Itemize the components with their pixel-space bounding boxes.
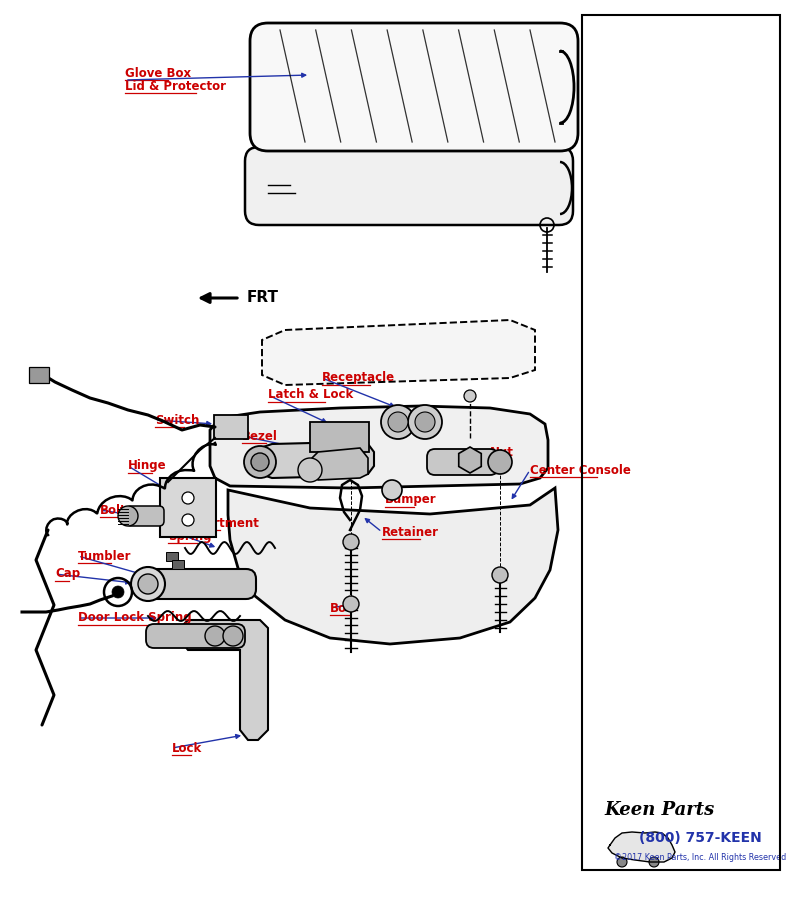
- Circle shape: [381, 405, 415, 439]
- Text: Latch & Lock: Latch & Lock: [268, 389, 354, 401]
- Circle shape: [382, 480, 402, 500]
- Text: Bolt: Bolt: [100, 503, 126, 517]
- Text: Bumper: Bumper: [385, 493, 437, 507]
- Polygon shape: [180, 620, 268, 740]
- Circle shape: [138, 574, 158, 594]
- Text: Tumbler: Tumbler: [78, 550, 131, 562]
- FancyBboxPatch shape: [160, 478, 216, 537]
- Circle shape: [244, 446, 276, 478]
- FancyBboxPatch shape: [245, 147, 573, 225]
- Circle shape: [408, 405, 442, 439]
- Text: Hinge: Hinge: [128, 460, 166, 473]
- Bar: [172, 560, 184, 569]
- Text: Receptacle: Receptacle: [322, 372, 395, 384]
- Circle shape: [298, 458, 322, 482]
- FancyBboxPatch shape: [126, 506, 164, 526]
- Polygon shape: [262, 320, 535, 385]
- Text: Spring: Spring: [168, 530, 211, 543]
- Circle shape: [131, 567, 165, 601]
- Text: Door Lock Spring: Door Lock Spring: [78, 611, 192, 625]
- FancyBboxPatch shape: [250, 23, 578, 151]
- FancyBboxPatch shape: [146, 624, 245, 648]
- Circle shape: [488, 450, 512, 474]
- FancyBboxPatch shape: [145, 569, 256, 599]
- Text: Compartment: Compartment: [168, 518, 259, 530]
- Text: Cap: Cap: [55, 568, 80, 580]
- Polygon shape: [210, 406, 548, 488]
- FancyBboxPatch shape: [310, 422, 369, 452]
- Text: Bezel: Bezel: [242, 429, 278, 443]
- Text: Lid & Protector: Lid & Protector: [125, 80, 226, 93]
- Text: Lock: Lock: [172, 742, 202, 754]
- Text: Switch: Switch: [155, 413, 199, 427]
- FancyBboxPatch shape: [427, 449, 498, 475]
- Polygon shape: [312, 448, 368, 480]
- Circle shape: [492, 567, 508, 583]
- Circle shape: [343, 534, 359, 550]
- Text: Lock: Lock: [196, 627, 226, 641]
- Circle shape: [617, 857, 627, 867]
- Circle shape: [112, 586, 124, 598]
- Circle shape: [464, 390, 476, 402]
- Text: Nut: Nut: [490, 446, 514, 458]
- Circle shape: [649, 857, 659, 867]
- Circle shape: [251, 453, 269, 471]
- Polygon shape: [228, 488, 558, 644]
- Circle shape: [415, 412, 435, 432]
- Circle shape: [182, 514, 194, 526]
- Polygon shape: [608, 832, 675, 862]
- Bar: [166, 552, 178, 561]
- Circle shape: [343, 596, 359, 612]
- Circle shape: [223, 626, 243, 646]
- Text: (800) 757-KEEN: (800) 757-KEEN: [638, 831, 762, 845]
- Circle shape: [118, 506, 138, 526]
- Circle shape: [182, 492, 194, 504]
- Circle shape: [388, 412, 408, 432]
- Text: Retainer: Retainer: [382, 526, 439, 538]
- FancyBboxPatch shape: [214, 415, 248, 439]
- Text: Keen Parts: Keen Parts: [605, 801, 715, 819]
- Text: Center Console: Center Console: [530, 464, 631, 476]
- Text: ©2017 Keen Parts, Inc. All Rights Reserved: ©2017 Keen Parts, Inc. All Rights Reserv…: [614, 853, 786, 862]
- FancyBboxPatch shape: [29, 367, 49, 383]
- Text: FRT: FRT: [247, 291, 279, 305]
- Circle shape: [205, 626, 225, 646]
- Text: Glove Box: Glove Box: [125, 68, 191, 80]
- Polygon shape: [258, 442, 374, 478]
- Bar: [582, 15, 780, 870]
- Text: Bolt: Bolt: [330, 601, 357, 615]
